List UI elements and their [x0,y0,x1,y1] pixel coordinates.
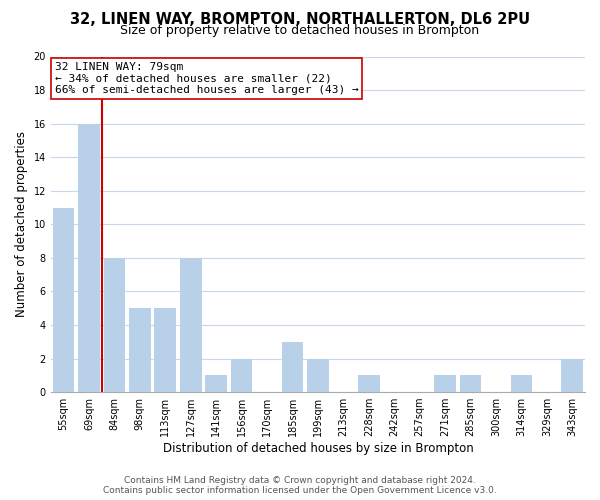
Bar [78,124,100,392]
Bar [129,308,151,392]
Bar [104,258,125,392]
Bar [205,376,227,392]
Bar [180,258,202,392]
Bar [231,358,253,392]
Text: Contains HM Land Registry data © Crown copyright and database right 2024.
Contai: Contains HM Land Registry data © Crown c… [103,476,497,495]
X-axis label: Distribution of detached houses by size in Brompton: Distribution of detached houses by size … [163,442,473,455]
Bar [511,376,532,392]
Bar [460,376,481,392]
Text: 32 LINEN WAY: 79sqm
← 34% of detached houses are smaller (22)
66% of semi-detach: 32 LINEN WAY: 79sqm ← 34% of detached ho… [55,62,358,94]
Bar [434,376,456,392]
Bar [281,342,303,392]
Text: Size of property relative to detached houses in Brompton: Size of property relative to detached ho… [121,24,479,37]
Bar [53,208,74,392]
Text: 32, LINEN WAY, BROMPTON, NORTHALLERTON, DL6 2PU: 32, LINEN WAY, BROMPTON, NORTHALLERTON, … [70,12,530,26]
Bar [358,376,380,392]
Bar [562,358,583,392]
Bar [307,358,329,392]
Bar [154,308,176,392]
Y-axis label: Number of detached properties: Number of detached properties [15,132,28,318]
